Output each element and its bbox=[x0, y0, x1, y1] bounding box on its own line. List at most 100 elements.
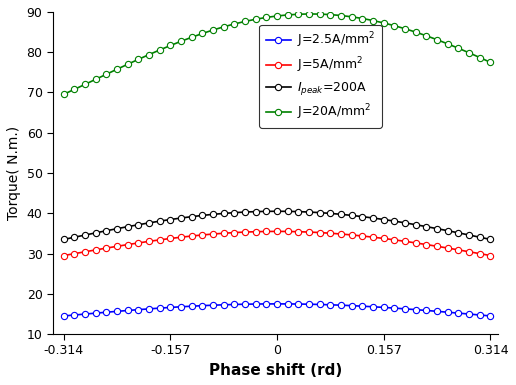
J=20A/mm$^2$ bbox=[146, 52, 152, 57]
$I_{peak}$=200A bbox=[488, 237, 494, 242]
J=5A/mm$^2$ bbox=[338, 232, 344, 236]
J=5A/mm$^2$ bbox=[349, 233, 355, 237]
$I_{peak}$=200A bbox=[338, 212, 344, 217]
J=20A/mm$^2$ bbox=[178, 39, 184, 44]
J=20A/mm$^2$ bbox=[199, 31, 205, 36]
$I_{peak}$=200A bbox=[434, 226, 440, 231]
$I_{peak}$=200A bbox=[413, 223, 419, 227]
J=5A/mm$^2$ bbox=[327, 231, 333, 236]
$I_{peak}$=200A bbox=[135, 223, 141, 227]
J=2.5A/mm$^2$ bbox=[338, 303, 344, 308]
J=2.5A/mm$^2$ bbox=[402, 306, 408, 311]
J=20A/mm$^2$ bbox=[466, 50, 472, 55]
J=20A/mm$^2$ bbox=[488, 60, 494, 65]
J=5A/mm$^2$ bbox=[477, 251, 483, 256]
J=20A/mm$^2$ bbox=[125, 62, 131, 67]
$I_{peak}$=200A bbox=[71, 235, 77, 239]
J=2.5A/mm$^2$ bbox=[306, 302, 312, 306]
$I_{peak}$=200A bbox=[327, 211, 333, 216]
J=5A/mm$^2$ bbox=[231, 230, 237, 235]
J=2.5A/mm$^2$ bbox=[221, 303, 227, 307]
J=5A/mm$^2$ bbox=[488, 253, 494, 258]
J=2.5A/mm$^2$ bbox=[434, 309, 440, 314]
J=20A/mm$^2$ bbox=[477, 55, 483, 60]
$I_{peak}$=200A bbox=[263, 209, 269, 214]
$I_{peak}$=200A bbox=[306, 210, 312, 214]
$I_{peak}$=200A bbox=[242, 210, 248, 214]
$I_{peak}$=200A bbox=[178, 216, 184, 220]
J=20A/mm$^2$ bbox=[167, 43, 173, 48]
J=2.5A/mm$^2$ bbox=[210, 303, 216, 308]
J=5A/mm$^2$ bbox=[402, 239, 408, 244]
$I_{peak}$=200A bbox=[391, 219, 397, 223]
$I_{peak}$=200A bbox=[370, 216, 376, 220]
J=20A/mm$^2$ bbox=[263, 15, 269, 20]
J=2.5A/mm$^2$ bbox=[61, 314, 67, 318]
J=5A/mm$^2$ bbox=[210, 232, 216, 236]
J=2.5A/mm$^2$ bbox=[413, 307, 419, 312]
J=2.5A/mm$^2$ bbox=[242, 302, 248, 306]
J=20A/mm$^2$ bbox=[103, 72, 109, 77]
J=2.5A/mm$^2$ bbox=[391, 306, 397, 310]
J=2.5A/mm$^2$ bbox=[285, 301, 291, 306]
J=2.5A/mm$^2$ bbox=[359, 304, 365, 308]
$I_{peak}$=200A bbox=[61, 237, 67, 242]
$I_{peak}$=200A bbox=[253, 209, 259, 214]
J=2.5A/mm$^2$ bbox=[103, 310, 109, 315]
J=20A/mm$^2$ bbox=[242, 19, 248, 24]
J=2.5A/mm$^2$ bbox=[466, 312, 472, 316]
J=5A/mm$^2$ bbox=[391, 238, 397, 242]
J=2.5A/mm$^2$ bbox=[135, 307, 141, 312]
J=5A/mm$^2$ bbox=[424, 242, 430, 247]
J=20A/mm$^2$ bbox=[71, 87, 77, 92]
$I_{peak}$=200A bbox=[157, 219, 163, 223]
J=5A/mm$^2$ bbox=[317, 230, 323, 235]
J=5A/mm$^2$ bbox=[157, 238, 163, 242]
Line: $I_{peak}$=200A: $I_{peak}$=200A bbox=[61, 208, 494, 243]
J=20A/mm$^2$ bbox=[210, 28, 216, 32]
J=5A/mm$^2$ bbox=[295, 229, 301, 234]
J=20A/mm$^2$ bbox=[295, 12, 301, 17]
J=20A/mm$^2$ bbox=[391, 23, 397, 28]
J=2.5A/mm$^2$ bbox=[71, 313, 77, 317]
$I_{peak}$=200A bbox=[285, 209, 291, 214]
J=20A/mm$^2$ bbox=[370, 18, 376, 23]
$I_{peak}$=200A bbox=[456, 231, 462, 235]
J=5A/mm$^2$ bbox=[178, 235, 184, 239]
J=20A/mm$^2$ bbox=[413, 30, 419, 35]
Line: J=5A/mm$^2$: J=5A/mm$^2$ bbox=[61, 228, 494, 259]
J=20A/mm$^2$ bbox=[274, 13, 280, 18]
$I_{peak}$=200A bbox=[167, 217, 173, 222]
J=5A/mm$^2$ bbox=[456, 248, 462, 252]
J=5A/mm$^2$ bbox=[253, 229, 259, 234]
J=5A/mm$^2$ bbox=[221, 231, 227, 236]
J=20A/mm$^2$ bbox=[221, 25, 227, 29]
$I_{peak}$=200A bbox=[231, 210, 237, 215]
J=5A/mm$^2$ bbox=[71, 251, 77, 256]
J=20A/mm$^2$ bbox=[456, 46, 462, 50]
J=20A/mm$^2$ bbox=[381, 21, 387, 25]
J=2.5A/mm$^2$ bbox=[274, 301, 280, 306]
J=5A/mm$^2$ bbox=[242, 230, 248, 234]
J=2.5A/mm$^2$ bbox=[157, 306, 163, 310]
J=20A/mm$^2$ bbox=[349, 15, 355, 19]
$I_{peak}$=200A bbox=[221, 211, 227, 216]
J=5A/mm$^2$ bbox=[103, 246, 109, 250]
J=5A/mm$^2$ bbox=[125, 242, 131, 247]
J=20A/mm$^2$ bbox=[135, 57, 141, 62]
J=2.5A/mm$^2$ bbox=[178, 305, 184, 309]
J=20A/mm$^2$ bbox=[231, 22, 237, 26]
$I_{peak}$=200A bbox=[466, 233, 472, 237]
J=20A/mm$^2$ bbox=[82, 82, 88, 87]
J=2.5A/mm$^2$ bbox=[167, 305, 173, 310]
J=5A/mm$^2$ bbox=[146, 239, 152, 244]
$I_{peak}$=200A bbox=[381, 217, 387, 222]
J=5A/mm$^2$ bbox=[434, 244, 440, 249]
J=20A/mm$^2$ bbox=[424, 33, 430, 38]
J=2.5A/mm$^2$ bbox=[189, 304, 195, 308]
J=5A/mm$^2$ bbox=[199, 233, 205, 237]
J=20A/mm$^2$ bbox=[61, 92, 67, 97]
J=20A/mm$^2$ bbox=[359, 16, 365, 21]
J=20A/mm$^2$ bbox=[93, 77, 99, 82]
J=5A/mm$^2$ bbox=[82, 249, 88, 254]
